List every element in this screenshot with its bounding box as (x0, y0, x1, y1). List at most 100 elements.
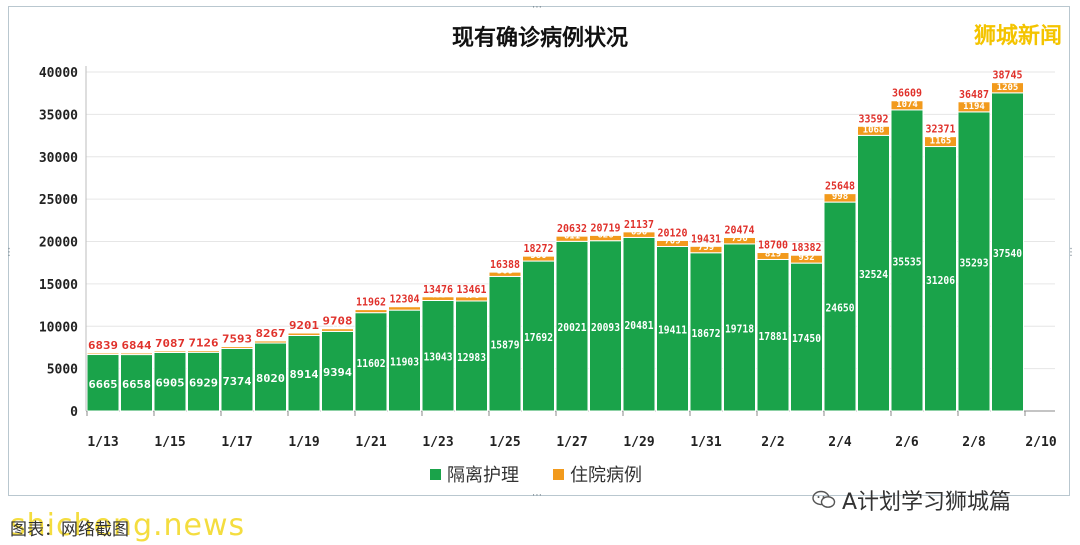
isolation-value-label: 18672 (692, 327, 721, 340)
bar-hospitalized (823, 193, 857, 203)
hospitalized-value-label: 1165 (930, 137, 952, 147)
bar-hospitalized (957, 101, 991, 113)
bar-isolation (957, 111, 991, 412)
total-value-label: 13476 (423, 283, 453, 296)
hospitalized-value-label: 998 (832, 192, 848, 202)
x-tick-label: 1/13 (87, 435, 118, 450)
x-tick-label: 1/29 (623, 435, 654, 450)
total-value-label: 9201 (289, 319, 319, 332)
bar-hospitalized (589, 234, 622, 242)
hospitalized-value-label: 1205 (997, 83, 1019, 93)
hospitalized-value-label: 433 (430, 290, 446, 300)
total-value-label: 6839 (88, 339, 118, 352)
bar-hospitalized (187, 350, 220, 353)
hospitalized-value-label: 182 (162, 342, 178, 352)
bar-isolation (622, 236, 656, 412)
total-value-label: 20120 (658, 226, 688, 239)
bar-isolation (321, 330, 354, 412)
hospitalized-value-label: 401 (396, 300, 412, 310)
x-tick-label: 2/6 (895, 435, 919, 450)
bar-hospitalized (656, 239, 689, 247)
bar-isolation (220, 348, 254, 412)
bar-isolation (522, 260, 555, 412)
isolation-value-label: 6929 (189, 377, 218, 390)
total-value-label: 16388 (490, 258, 520, 271)
wechat-account-tag: A计划学习狮城篇 (812, 484, 1011, 516)
hospitalized-value-label: 186 (128, 345, 144, 355)
total-value-label: 32371 (926, 123, 956, 136)
bar-isolation (455, 300, 488, 412)
bar-hospitalized (555, 235, 589, 242)
bar-hospitalized (455, 296, 488, 302)
isolation-value-label: 17450 (792, 332, 821, 345)
isolation-value-label: 11602 (357, 357, 386, 370)
y-tick-label: 10000 (39, 320, 78, 335)
hospitalized-value-label: 1194 (963, 102, 985, 112)
y-tick-label: 5000 (47, 363, 78, 378)
bar-isolation (254, 342, 287, 412)
hospitalized-value-label: 478 (463, 291, 479, 301)
bottom-resize-handle[interactable]: ⋯ (532, 490, 542, 501)
isolation-value-label: 6905 (156, 377, 185, 390)
y-tick-label: 15000 (39, 278, 78, 293)
isolation-value-label: 19718 (725, 322, 754, 335)
bar-hospitalized (153, 350, 187, 353)
bar-hospitalized (522, 255, 555, 262)
y-tick-label: 35000 (39, 108, 78, 123)
isolation-value-label: 15879 (491, 339, 520, 352)
top-resize-handle[interactable]: ⋯ (532, 2, 542, 13)
legend-swatch-hospitalized (553, 468, 564, 480)
bar-hospitalized (689, 245, 723, 254)
hospitalized-value-label: 759 (698, 243, 714, 253)
bar-hospitalized (287, 332, 321, 336)
isolation-value-label: 31206 (926, 274, 955, 287)
bar-hospitalized (790, 254, 823, 264)
isolation-value-label: 35293 (960, 256, 989, 269)
bar-hospitalized (120, 352, 153, 356)
isolation-value-label: 32524 (859, 268, 888, 281)
x-tick-label: 1/23 (422, 435, 453, 450)
total-value-label: 7087 (155, 337, 185, 350)
bar-hospitalized (488, 271, 522, 277)
left-resize-handle[interactable]: ⋮ (4, 247, 14, 258)
hospitalized-value-label: 287 (296, 325, 312, 335)
bar-isolation (857, 134, 890, 412)
isolation-value-label: 11903 (390, 356, 419, 369)
watermark-text: shicheng.news (10, 508, 246, 543)
isolation-value-label: 20481 (625, 319, 654, 332)
x-tick-label: 2/2 (761, 435, 784, 450)
hospitalized-value-label: 197 (195, 342, 211, 352)
right-resize-handle[interactable]: ⋮ (1066, 247, 1076, 258)
y-tick-label: 0 (70, 405, 78, 420)
total-value-label: 20474 (725, 223, 755, 236)
bar-hospitalized (421, 296, 455, 301)
hospitalized-value-label: 219 (229, 339, 245, 349)
chart-legend: 隔离护理 住院病例 (430, 464, 642, 486)
bar-hospitalized (86, 352, 120, 356)
total-value-label: 19431 (691, 232, 721, 245)
bar-isolation (120, 354, 153, 412)
bar-hospitalized (991, 82, 1024, 94)
bar-hospitalized (254, 340, 287, 344)
bar-hospitalized (622, 231, 656, 238)
bar-hospitalized (857, 125, 890, 136)
x-tick-label: 1/15 (154, 435, 185, 450)
bar-isolation (756, 258, 790, 412)
hospitalized-value-label: 709 (664, 236, 680, 246)
bar-isolation (589, 240, 622, 412)
x-tick-label: 2/4 (828, 435, 852, 450)
total-value-label: 38745 (993, 69, 1023, 82)
image-caption: 图表：网络截图 (10, 520, 129, 540)
total-value-label: 25648 (825, 180, 855, 193)
hospitalized-value-label: 1068 (863, 125, 885, 135)
isolation-value-label: 12983 (457, 351, 486, 364)
total-value-label: 36609 (892, 87, 922, 100)
hospitalized-value-label: 611 (564, 231, 580, 241)
total-value-label: 18382 (792, 241, 822, 254)
isolation-value-label: 6665 (89, 378, 118, 391)
hospitalized-value-label: 656 (631, 227, 647, 237)
bar-isolation (723, 243, 756, 412)
total-value-label: 33592 (859, 112, 889, 125)
bar-hospitalized (890, 100, 924, 111)
